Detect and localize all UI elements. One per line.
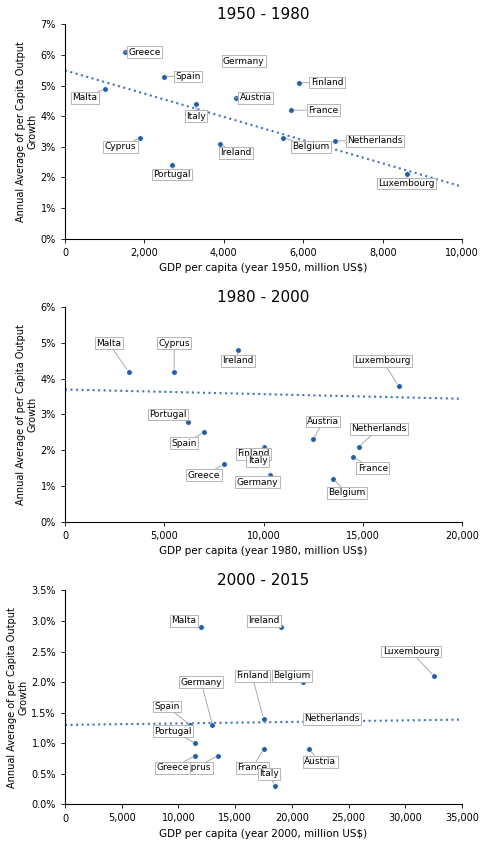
Text: Finland: Finland — [237, 447, 270, 459]
Point — [402, 168, 410, 181]
Point — [277, 620, 284, 634]
Point — [200, 426, 208, 439]
Text: Spain: Spain — [155, 702, 188, 723]
Text: Netherlands: Netherlands — [304, 714, 359, 723]
Text: Malta: Malta — [72, 90, 102, 102]
Text: Germany: Germany — [180, 678, 222, 722]
Point — [224, 54, 232, 68]
Point — [168, 158, 176, 172]
Text: Luxembourg: Luxembourg — [354, 356, 411, 383]
Point — [192, 97, 200, 111]
Point — [216, 137, 224, 151]
Text: Greece: Greece — [156, 757, 193, 772]
Text: Germany: Germany — [237, 475, 278, 486]
Text: Ireland: Ireland — [248, 617, 279, 626]
Text: Germany: Germany — [223, 57, 264, 66]
Point — [349, 451, 357, 464]
X-axis label: GDP per capita (year 2000, million US$): GDP per capita (year 2000, million US$) — [159, 829, 367, 839]
Text: Malta: Malta — [96, 338, 127, 370]
Text: Netherlands: Netherlands — [351, 424, 406, 445]
Text: Greece: Greece — [124, 47, 160, 57]
Point — [263, 447, 271, 460]
Title: 2000 - 2015: 2000 - 2015 — [217, 573, 310, 588]
Text: Austria: Austria — [236, 93, 272, 102]
Text: Spain: Spain — [167, 72, 201, 81]
Text: France: France — [237, 752, 267, 772]
Point — [287, 103, 295, 117]
Text: France: France — [355, 459, 388, 473]
Point — [430, 669, 437, 683]
Point — [191, 737, 199, 750]
Point — [208, 718, 216, 732]
Title: 1950 - 1980: 1950 - 1980 — [217, 7, 310, 22]
Point — [197, 620, 205, 634]
Text: Portugal: Portugal — [154, 168, 191, 179]
Text: Cyprus: Cyprus — [158, 338, 190, 369]
Y-axis label: Annual Average of per Capita Output
Growth: Annual Average of per Capita Output Grow… — [16, 324, 38, 505]
Point — [279, 131, 287, 145]
Text: Finland: Finland — [236, 672, 268, 717]
Text: Austria: Austria — [307, 417, 339, 437]
Text: Finland: Finland — [302, 78, 343, 87]
Text: Cyprus: Cyprus — [180, 757, 216, 772]
Point — [160, 69, 168, 83]
Text: Austria: Austria — [304, 751, 336, 766]
Point — [329, 472, 337, 486]
X-axis label: GDP per capita (year 1980, million US$): GDP per capita (year 1980, million US$) — [159, 547, 368, 556]
Point — [260, 440, 267, 453]
Text: Italy: Italy — [260, 769, 279, 783]
Y-axis label: Annual Average of per Capita Output
Growth: Annual Average of per Capita Output Grow… — [16, 41, 38, 222]
Text: Malta: Malta — [172, 617, 198, 626]
Point — [271, 779, 279, 793]
Text: Luxembourg: Luxembourg — [378, 177, 435, 188]
Point — [101, 82, 108, 96]
Text: Netherlands: Netherlands — [338, 136, 402, 146]
Text: Luxembourg: Luxembourg — [383, 647, 439, 674]
Point — [331, 134, 339, 147]
Text: Ireland: Ireland — [222, 353, 253, 365]
Point — [234, 343, 242, 357]
Point — [186, 718, 194, 732]
Point — [305, 743, 313, 756]
Text: Italy: Italy — [186, 107, 206, 121]
Text: Portugal: Portugal — [154, 727, 193, 742]
Text: Greece: Greece — [188, 466, 222, 480]
Point — [170, 365, 178, 378]
Text: Belgium: Belgium — [329, 481, 365, 497]
Text: Italy: Italy — [248, 453, 267, 465]
Y-axis label: Annual Average of per Capita Output
Growth: Annual Average of per Capita Output Grow… — [7, 607, 29, 788]
Point — [316, 712, 324, 726]
Point — [299, 675, 307, 689]
Text: Portugal: Portugal — [150, 410, 187, 420]
Point — [137, 131, 144, 145]
Point — [124, 365, 132, 378]
Text: Ireland: Ireland — [220, 146, 251, 157]
Text: France: France — [294, 106, 338, 115]
Point — [214, 749, 222, 762]
Point — [220, 458, 228, 471]
X-axis label: GDP per capita (year 1950, million US$): GDP per capita (year 1950, million US$) — [159, 263, 368, 273]
Text: Spain: Spain — [172, 434, 202, 448]
Point — [260, 712, 267, 726]
Point — [232, 91, 240, 105]
Point — [295, 76, 303, 90]
Text: Cyprus: Cyprus — [105, 139, 138, 151]
Point — [309, 432, 317, 446]
Text: Belgium: Belgium — [286, 139, 330, 151]
Text: Belgium: Belgium — [273, 672, 311, 681]
Point — [395, 379, 402, 393]
Point — [266, 469, 274, 482]
Point — [191, 749, 199, 762]
Title: 1980 - 2000: 1980 - 2000 — [217, 290, 310, 305]
Point — [260, 743, 267, 756]
Point — [184, 415, 192, 428]
Point — [355, 440, 363, 453]
Point — [121, 46, 128, 59]
